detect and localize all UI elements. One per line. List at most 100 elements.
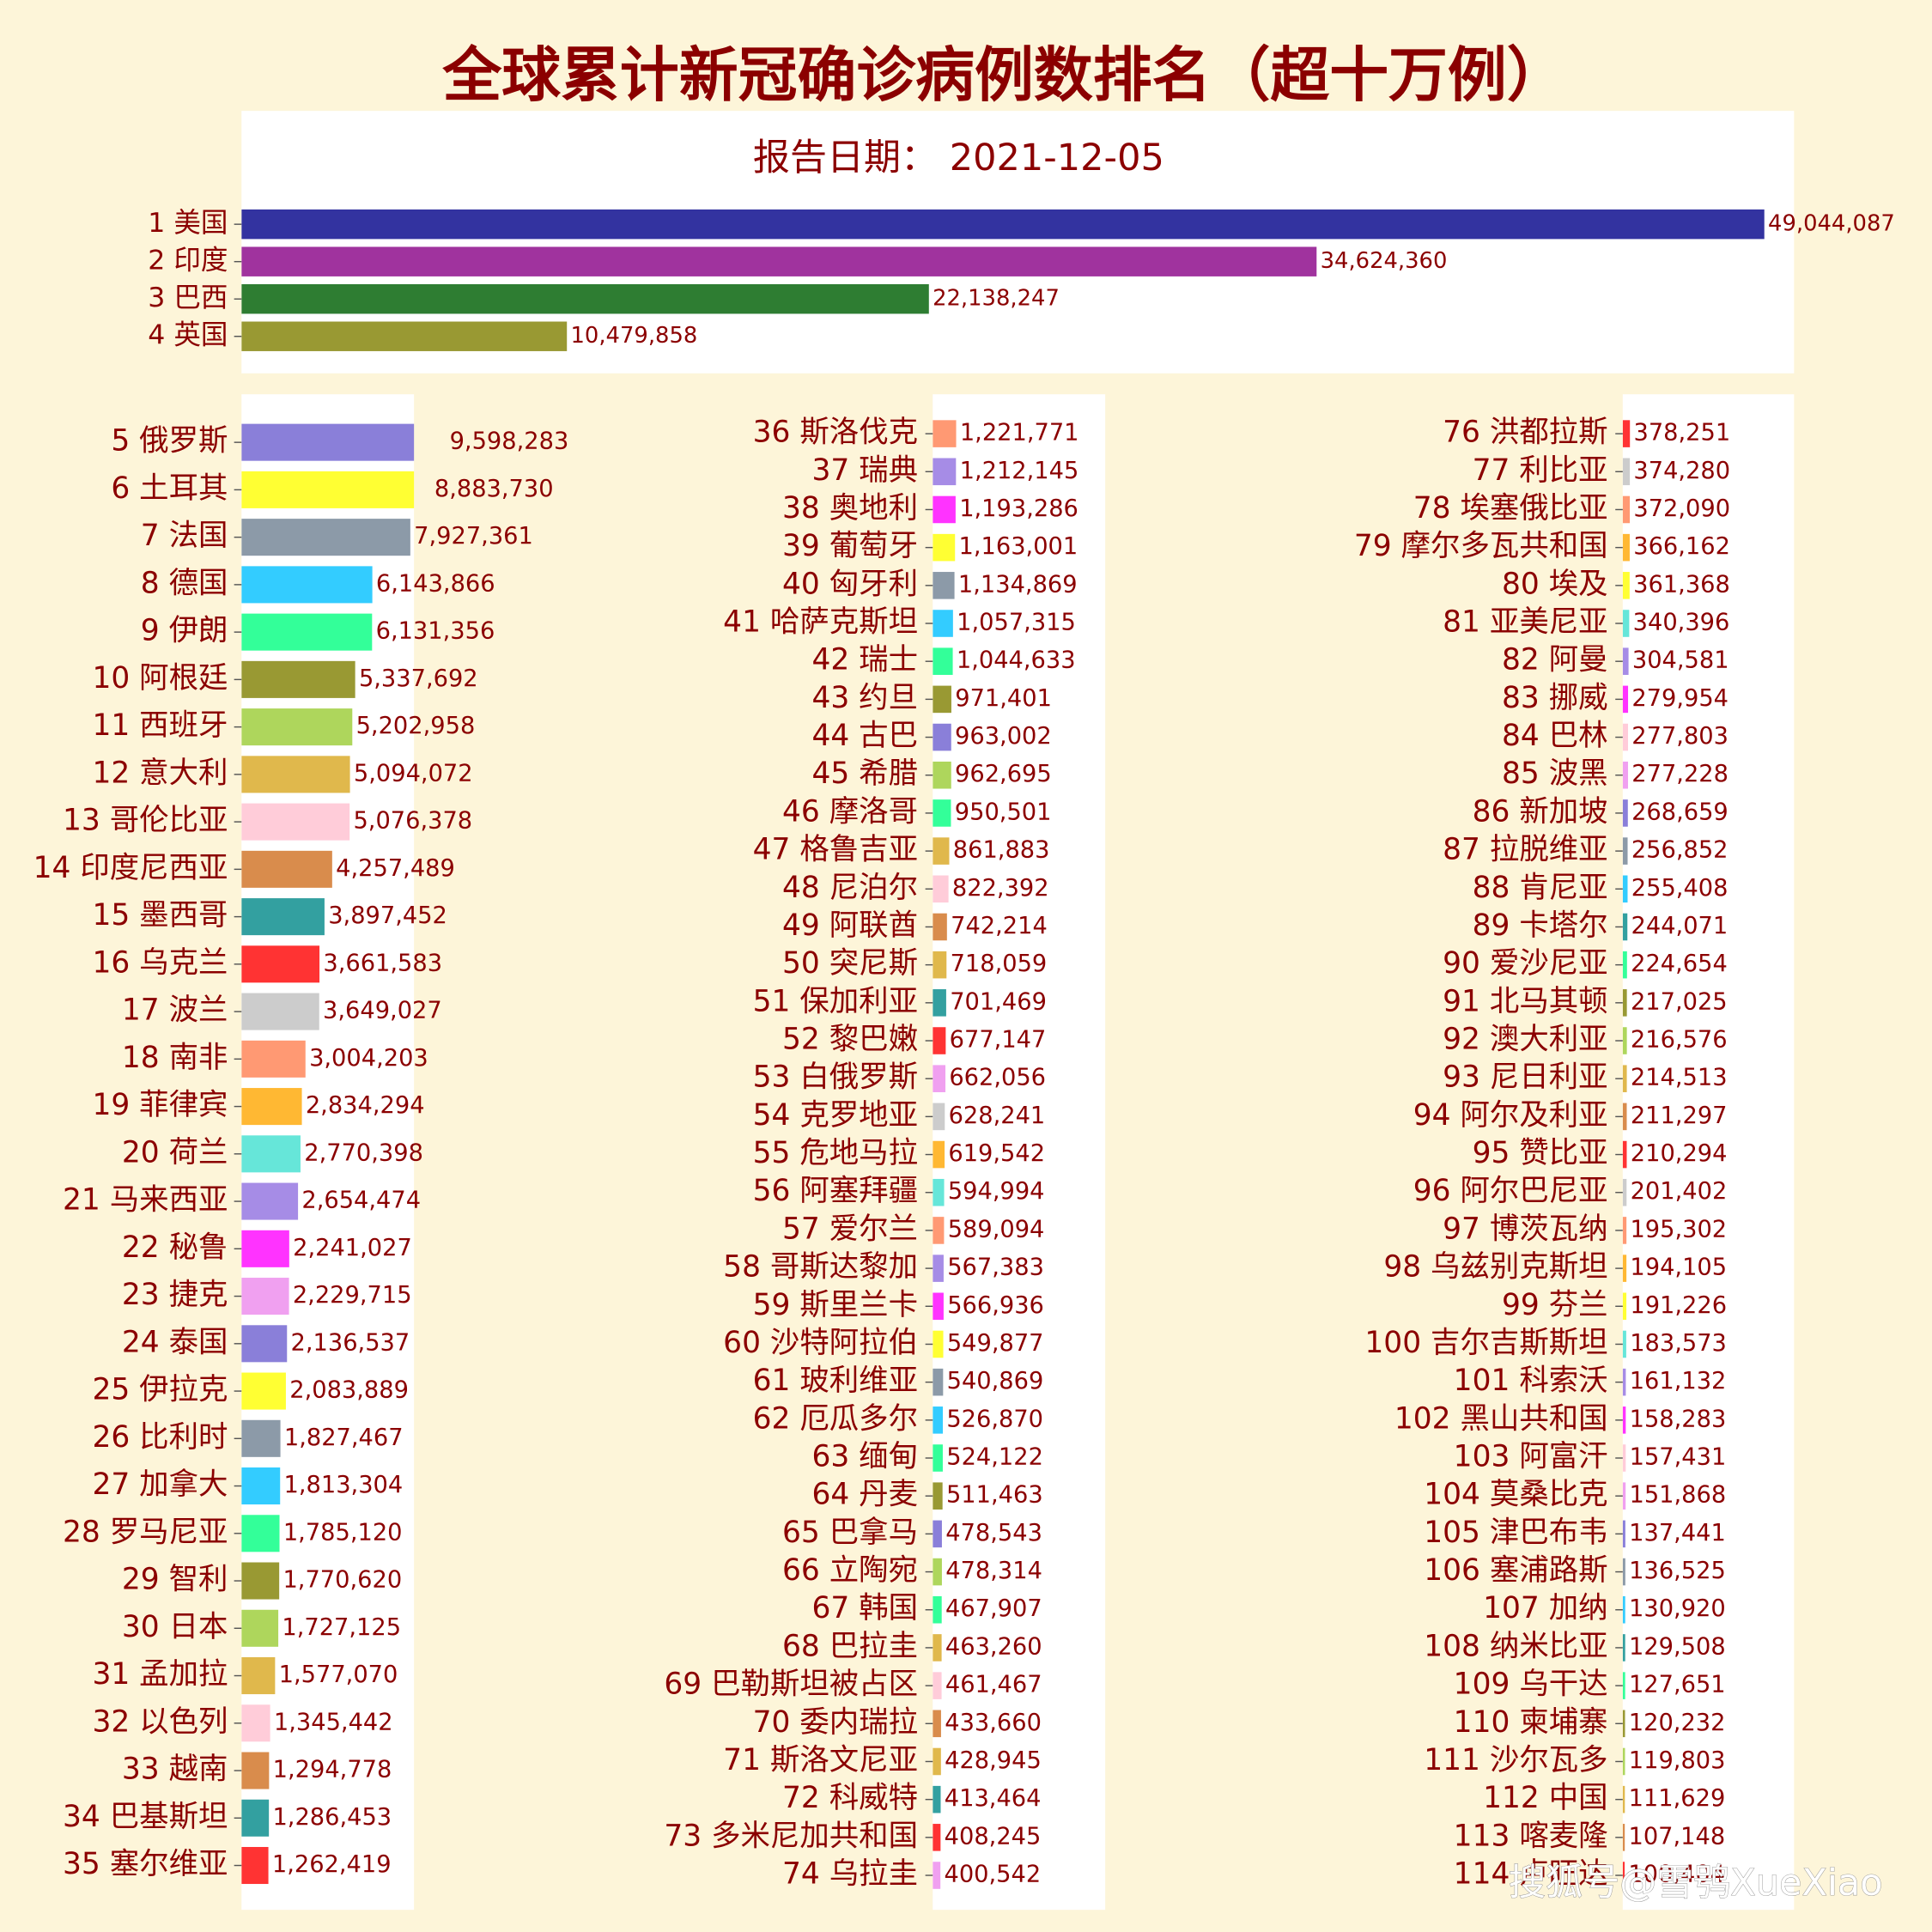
value-label: 3,649,027 xyxy=(323,998,442,1024)
value-label: 157,431 xyxy=(1630,1444,1727,1471)
value-label: 340,396 xyxy=(1633,610,1730,636)
subtitle: 报告日期： 2021-12-05 xyxy=(753,137,1164,179)
category-label: 85 波黑 xyxy=(1502,756,1608,791)
bar xyxy=(1622,420,1631,447)
bar xyxy=(933,799,951,827)
category-label: 31 孟加拉 xyxy=(92,1657,228,1692)
value-label: 822,392 xyxy=(952,875,1049,902)
bar xyxy=(933,1824,941,1851)
bar xyxy=(241,1657,276,1695)
category-label: 27 加拿大 xyxy=(92,1467,228,1502)
value-label: 3,004,203 xyxy=(309,1045,428,1072)
value-label: 256,852 xyxy=(1631,837,1728,864)
category-label: 11 西班牙 xyxy=(92,708,228,743)
value-label: 524,122 xyxy=(946,1444,1043,1471)
bar xyxy=(1622,572,1630,599)
bar xyxy=(1622,1217,1627,1244)
bar xyxy=(933,1558,942,1586)
value-label: 619,542 xyxy=(948,1140,1045,1167)
category-label: 61 玻利维亚 xyxy=(753,1364,918,1398)
bar xyxy=(1622,458,1631,486)
value-label: 662,056 xyxy=(949,1065,1046,1091)
value-label: 511,463 xyxy=(946,1482,1043,1509)
category-label: 30 日本 xyxy=(122,1610,228,1644)
category-label: 37 瑞典 xyxy=(811,453,918,488)
bar xyxy=(241,660,355,698)
category-label: 53 白俄罗斯 xyxy=(753,1060,918,1095)
value-label: 549,877 xyxy=(947,1330,1044,1357)
category-label: 57 爱尔兰 xyxy=(782,1212,918,1246)
value-label: 194,105 xyxy=(1630,1255,1727,1281)
bar xyxy=(933,1672,942,1699)
category-label: 26 比利时 xyxy=(92,1420,228,1455)
value-label: 195,302 xyxy=(1630,1216,1727,1242)
value-label: 540,869 xyxy=(947,1368,1044,1394)
bar xyxy=(1622,1065,1627,1092)
category-label: 38 奥地利 xyxy=(782,491,918,526)
value-label: 526,870 xyxy=(946,1406,1043,1432)
category-label: 102 黑山共和国 xyxy=(1394,1401,1608,1436)
value-label: 677,147 xyxy=(950,1027,1047,1054)
bar xyxy=(933,1255,944,1282)
bar xyxy=(1622,1368,1626,1396)
value-label: 589,094 xyxy=(948,1216,1045,1242)
category-label: 18 南非 xyxy=(122,1041,228,1075)
value-label: 372,090 xyxy=(1633,495,1730,522)
bar xyxy=(241,1419,281,1457)
bar xyxy=(933,913,947,941)
category-label: 99 芬兰 xyxy=(1502,1288,1608,1322)
value-label: 5,337,692 xyxy=(359,665,478,692)
bar xyxy=(241,1372,286,1410)
bar xyxy=(241,708,353,746)
bar xyxy=(933,1785,941,1814)
category-label: 73 多米尼加共和国 xyxy=(664,1819,918,1853)
category-label: 17 波兰 xyxy=(122,993,228,1028)
bar xyxy=(241,1135,301,1173)
category-label: 16 乌克兰 xyxy=(92,945,228,980)
category-label: 24 泰国 xyxy=(122,1325,228,1359)
value-label: 1,785,120 xyxy=(283,1519,403,1546)
category-label: 10 阿根廷 xyxy=(92,661,228,696)
bar xyxy=(241,1515,280,1552)
bar xyxy=(1622,533,1630,562)
category-label: 22 秘鲁 xyxy=(122,1230,228,1265)
bar xyxy=(241,1609,279,1647)
value-label: 277,228 xyxy=(1631,761,1728,787)
value-label: 1,193,286 xyxy=(959,495,1078,522)
bar xyxy=(241,613,373,651)
bar xyxy=(933,1444,943,1472)
bar xyxy=(1622,1140,1627,1169)
category-label: 105 津巴布韦 xyxy=(1424,1516,1607,1550)
value-label: 8,883,730 xyxy=(434,476,554,502)
bar xyxy=(241,850,332,888)
category-label: 66 立陶宛 xyxy=(782,1553,918,1588)
category-label: 90 爱沙尼亚 xyxy=(1443,946,1607,981)
bar xyxy=(241,1799,270,1837)
category-label: 9 伊朗 xyxy=(141,614,228,648)
value-label: 130,920 xyxy=(1629,1595,1726,1622)
value-label: 136,525 xyxy=(1629,1558,1726,1584)
bar xyxy=(933,458,957,486)
category-label: 52 黎巴嫩 xyxy=(782,1023,918,1057)
value-label: 244,071 xyxy=(1631,913,1728,939)
value-label: 950,501 xyxy=(955,799,1052,825)
category-label: 51 保加利亚 xyxy=(753,984,918,1018)
value-label: 214,513 xyxy=(1631,1065,1728,1091)
category-label: 34 巴基斯坦 xyxy=(63,1800,228,1834)
bar xyxy=(241,993,319,1030)
value-label: 277,803 xyxy=(1631,723,1728,750)
value-label: 216,576 xyxy=(1631,1027,1728,1054)
value-label: 255,408 xyxy=(1631,875,1728,902)
category-label: 107 加纳 xyxy=(1483,1591,1608,1625)
value-label: 971,401 xyxy=(955,685,1052,712)
category-label: 108 纳米比亚 xyxy=(1424,1629,1607,1663)
bar xyxy=(1622,799,1628,827)
category-label: 93 尼日利亚 xyxy=(1443,1060,1607,1095)
category-label: 49 阿联酋 xyxy=(782,908,918,943)
value-label: 742,214 xyxy=(951,913,1048,939)
bar xyxy=(241,283,929,314)
value-label: 34,624,360 xyxy=(1321,248,1448,274)
category-label: 96 阿尔巴尼亚 xyxy=(1413,1174,1608,1208)
